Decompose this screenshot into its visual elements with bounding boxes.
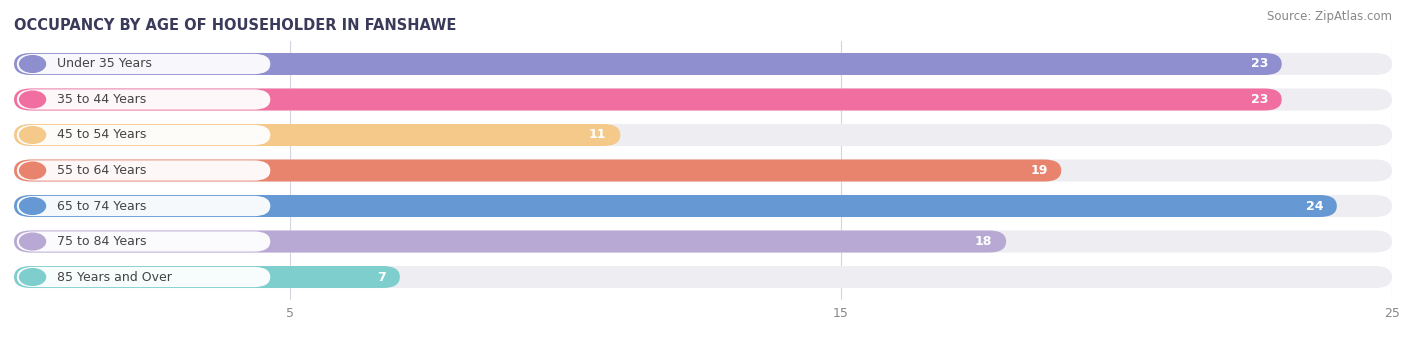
FancyBboxPatch shape <box>14 124 620 146</box>
FancyBboxPatch shape <box>14 160 1392 181</box>
FancyBboxPatch shape <box>14 266 1392 288</box>
Text: Under 35 Years: Under 35 Years <box>56 58 152 71</box>
Circle shape <box>20 56 45 72</box>
Circle shape <box>20 162 45 179</box>
Text: 85 Years and Over: 85 Years and Over <box>56 270 172 283</box>
Circle shape <box>20 269 45 285</box>
FancyBboxPatch shape <box>17 196 270 216</box>
Text: Source: ZipAtlas.com: Source: ZipAtlas.com <box>1267 10 1392 23</box>
Circle shape <box>20 198 45 214</box>
FancyBboxPatch shape <box>14 160 1062 181</box>
FancyBboxPatch shape <box>17 232 270 252</box>
FancyBboxPatch shape <box>14 124 1392 146</box>
Text: 55 to 64 Years: 55 to 64 Years <box>56 164 146 177</box>
Text: 75 to 84 Years: 75 to 84 Years <box>56 235 146 248</box>
Text: 7: 7 <box>377 270 387 283</box>
FancyBboxPatch shape <box>14 53 1392 75</box>
FancyBboxPatch shape <box>17 54 270 74</box>
Text: 65 to 74 Years: 65 to 74 Years <box>56 199 146 212</box>
Circle shape <box>20 233 45 250</box>
Text: 24: 24 <box>1306 199 1323 212</box>
Text: 45 to 54 Years: 45 to 54 Years <box>56 129 146 142</box>
Text: 19: 19 <box>1031 164 1047 177</box>
Circle shape <box>20 91 45 108</box>
FancyBboxPatch shape <box>14 89 1282 110</box>
FancyBboxPatch shape <box>14 53 1282 75</box>
Circle shape <box>20 127 45 143</box>
FancyBboxPatch shape <box>17 125 270 145</box>
FancyBboxPatch shape <box>14 266 399 288</box>
Text: OCCUPANCY BY AGE OF HOUSEHOLDER IN FANSHAWE: OCCUPANCY BY AGE OF HOUSEHOLDER IN FANSH… <box>14 18 457 33</box>
FancyBboxPatch shape <box>17 89 270 109</box>
FancyBboxPatch shape <box>14 195 1337 217</box>
Text: 18: 18 <box>974 235 993 248</box>
FancyBboxPatch shape <box>17 160 270 181</box>
Text: 11: 11 <box>589 129 606 142</box>
Text: 23: 23 <box>1250 58 1268 71</box>
FancyBboxPatch shape <box>14 89 1392 110</box>
FancyBboxPatch shape <box>14 231 1007 252</box>
FancyBboxPatch shape <box>14 231 1392 252</box>
FancyBboxPatch shape <box>14 195 1392 217</box>
Text: 35 to 44 Years: 35 to 44 Years <box>56 93 146 106</box>
Text: 23: 23 <box>1250 93 1268 106</box>
FancyBboxPatch shape <box>17 267 270 287</box>
